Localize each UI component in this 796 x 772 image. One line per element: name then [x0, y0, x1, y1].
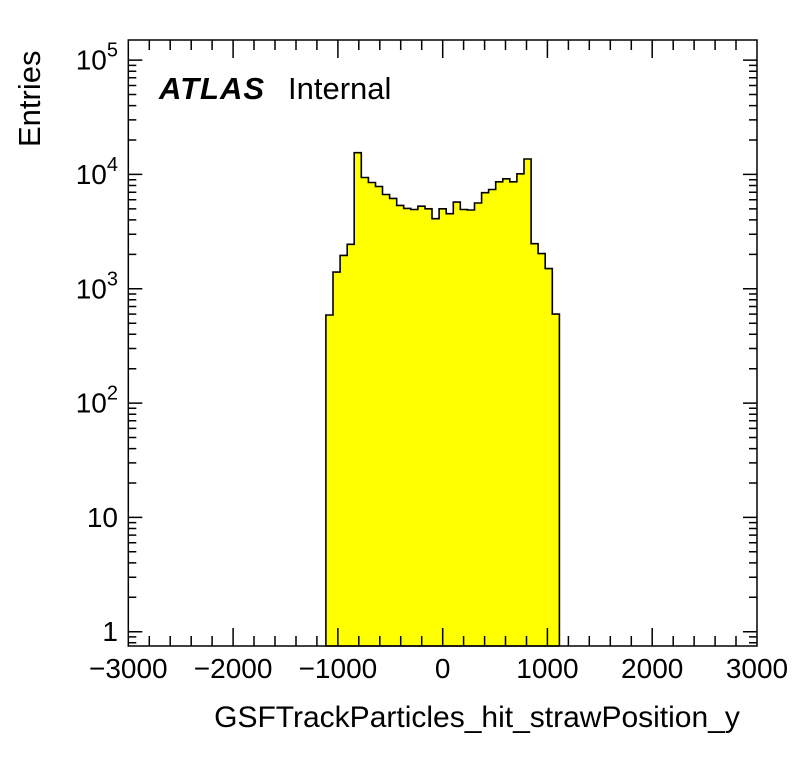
x-axis-title: GSFTrackParticles_hit_strawPosition_y	[214, 701, 740, 734]
y-tick-label: 104	[76, 154, 118, 190]
x-axis-tick-labels: −3000 −2000 −1000 0 1000 2000 3000	[89, 653, 788, 684]
x-tick-label: 1000	[516, 653, 578, 684]
y-tick-label: 102	[76, 383, 118, 419]
histogram-series	[325, 151, 561, 647]
y-axis-tick-labels: 1 10 102 103 104 105	[76, 40, 118, 648]
y-tick-label: 105	[76, 40, 118, 76]
y-tick-label: 1	[102, 616, 118, 647]
y-tick-label: 103	[76, 268, 118, 304]
x-tick-label: −1000	[299, 653, 378, 684]
y-tick-label: 10	[87, 502, 118, 533]
y-axis-title: Entries	[12, 51, 47, 147]
x-tick-label: 2000	[621, 653, 683, 684]
atlas-status-label: Internal	[288, 71, 391, 106]
atlas-label: ATLAS	[158, 71, 265, 106]
x-tick-label: 0	[435, 653, 451, 684]
major-ticks	[128, 40, 757, 646]
x-tick-label: 3000	[726, 653, 788, 684]
x-tick-label: −2000	[194, 653, 273, 684]
x-tick-label: −3000	[89, 653, 168, 684]
minor-ticks	[128, 40, 757, 646]
